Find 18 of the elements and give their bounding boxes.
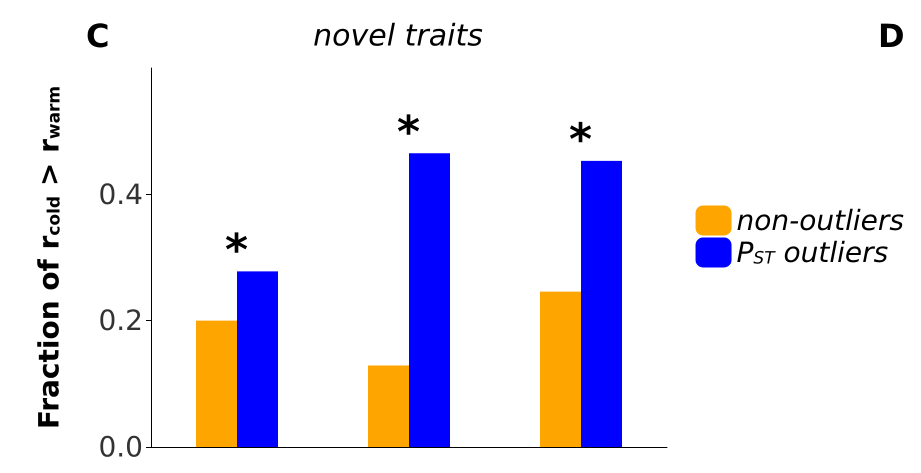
y-tick-label: 0.4 [98, 178, 143, 211]
bar [540, 292, 581, 447]
bar [196, 320, 237, 447]
y-axis-title: Fraction of rcold > rwarm [32, 86, 66, 430]
data-label: * [224, 224, 248, 276]
chart-title: novel traits [313, 18, 483, 54]
bar [368, 366, 409, 447]
legend-label: non-outliers [736, 204, 904, 237]
legend-label: PST outliers [736, 236, 888, 269]
text: D [878, 17, 905, 55]
bar [409, 153, 450, 447]
data-label: * [396, 106, 420, 158]
bar [581, 160, 622, 447]
text: C [86, 17, 110, 55]
data-label: * [568, 114, 592, 166]
bar [237, 271, 278, 447]
y-tick-label: 0.0 [98, 430, 143, 464]
y-tick-label: 0.2 [98, 304, 143, 338]
